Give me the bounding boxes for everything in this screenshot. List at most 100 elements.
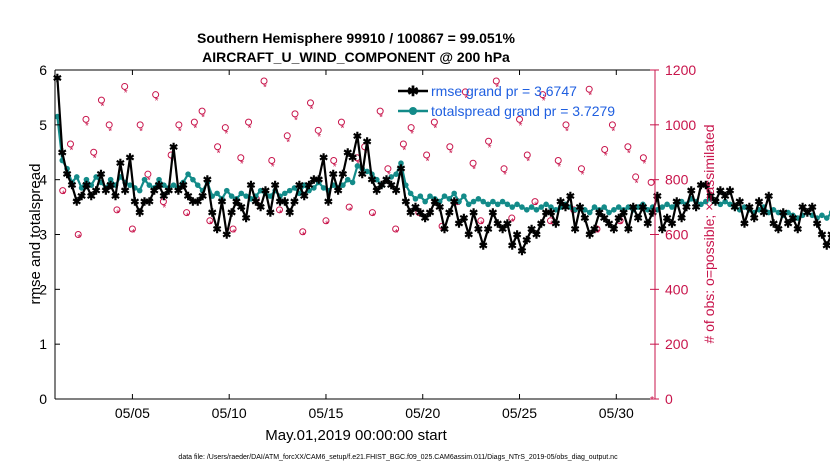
obs-possible-point [601, 146, 609, 154]
rmse-point: ✱ [227, 208, 236, 220]
rmse-point: ✱ [130, 197, 139, 209]
rmse-point: ✱ [169, 142, 178, 154]
totalspread-point [615, 204, 622, 210]
rmse-point: ✱ [459, 213, 468, 225]
obs-assimilated-point: * [279, 209, 283, 220]
totalspread-point [349, 179, 356, 186]
rmse-point: ✱ [377, 180, 386, 192]
obs-possible-point [492, 77, 500, 85]
obs-possible-point [500, 165, 508, 173]
obs-assimilated-point: * [178, 126, 182, 137]
obs-possible-point [152, 91, 160, 99]
obs-assimilated-point: * [472, 165, 476, 176]
obs-assimilated-point: * [503, 170, 507, 181]
y-tick-label: 6 [39, 62, 47, 78]
totalspread-point [93, 174, 99, 180]
rmse-point: ✱ [295, 180, 304, 192]
totalspread-point [644, 207, 651, 213]
obs-assimilated-point: * [611, 126, 615, 137]
rmse-point: ✱ [222, 230, 231, 242]
rmse-point: ✱ [125, 153, 134, 165]
obs-assimilated-point: * [549, 220, 553, 231]
rmse-point: ✱ [416, 208, 425, 220]
rmse-point: ✱ [275, 197, 284, 209]
totalspread-point [185, 171, 191, 177]
x-axis-ticks: 05/05 05/10 05/15 05/20 05/25 05/30 [115, 70, 634, 421]
rmse-point: ✱ [435, 202, 444, 214]
rmse-point: ✱ [769, 219, 778, 231]
obs-possible-point [376, 107, 384, 115]
totalspread-point [717, 201, 724, 208]
obs-possible-point [229, 225, 237, 233]
totalspread-point [819, 212, 825, 219]
obs-possible-point [299, 228, 307, 236]
obs-assimilated-point: * [85, 121, 89, 132]
totalspread-point [194, 182, 201, 188]
obs-possible-point [516, 115, 524, 123]
totalspread-point [635, 204, 641, 210]
rmse-point: ✱ [372, 186, 381, 198]
x-axis-label: May.01,2019 00:00:00 start [265, 427, 447, 444]
totalspread-point [698, 201, 704, 208]
rmse-point: ✱ [754, 197, 763, 209]
rmse-point: ✱ [701, 180, 710, 192]
rmse-point: ✱ [614, 213, 623, 225]
rmse-point: ✱ [503, 219, 512, 231]
obs-assimilated-point: * [340, 124, 344, 135]
rmse-point: ✱ [198, 191, 207, 203]
totalspread-point [436, 198, 443, 205]
obs-assimilated-point: * [457, 200, 461, 211]
obs-possible-point [485, 137, 493, 145]
rmse-point: ✱ [508, 240, 517, 252]
totalspread-point [320, 185, 327, 191]
totalspread-point [146, 182, 153, 188]
data-file-footnote: data file: /Users/raeder/DAI/ATM_forcXX/… [178, 454, 618, 461]
y2-axis-label: # of obs: o=possible; ×=assimilated [701, 124, 717, 343]
totalspread-point [461, 193, 467, 199]
obs-assimilated-point: * [441, 225, 445, 236]
totalspread-point [282, 190, 288, 197]
rmse-point: ✱ [343, 147, 352, 159]
totalspread-point [456, 198, 462, 205]
totalspread-point [499, 198, 506, 205]
rmse-point: ✱ [721, 191, 730, 203]
rmse-point: ✱ [445, 208, 454, 220]
rmse-point: ✱ [532, 230, 541, 242]
rmse-point: ✱ [774, 224, 783, 236]
rmse-point: ✱ [425, 208, 434, 220]
obs-assimilated-point: * [642, 159, 646, 170]
rmse-point: ✱ [648, 208, 657, 220]
y-tick-label: 5 [39, 117, 47, 133]
obs-possible-point [190, 118, 198, 126]
obs-assimilated-point: * [232, 228, 236, 239]
rmse-point: ✱ [333, 186, 342, 198]
x-tick-label: 05/30 [599, 405, 634, 421]
totalspread-point [470, 198, 477, 205]
obs-assimilated-point: * [108, 126, 112, 137]
obs-possible-point [198, 107, 206, 115]
obs-possible-point [322, 217, 330, 225]
obs-possible-point [291, 110, 299, 118]
y2-tick-label: 0 [665, 391, 673, 407]
obs-possible-point [260, 77, 268, 85]
totalspread-point [528, 204, 535, 210]
rmse-point: ✱ [421, 213, 430, 225]
left-axis-ticks: 0 1 2 3 4 5 6 [39, 62, 655, 407]
rmse-point: ✱ [183, 191, 192, 203]
rmse-point: ✱ [101, 186, 110, 198]
totalspread-point [170, 182, 177, 188]
totalspread-point [533, 207, 540, 213]
obs-possible-point [585, 85, 593, 93]
totalspread-point [441, 193, 448, 199]
rmse-point: ✱ [300, 191, 309, 203]
totalspread-point [509, 204, 516, 210]
totalspread-point [228, 193, 235, 199]
obs-assimilated-point: * [565, 126, 569, 137]
obs-assimilated-point: * [573, 209, 577, 220]
rmse-point: ✱ [556, 197, 565, 209]
x-tick-label: 05/15 [308, 405, 343, 421]
obs-assimilated-point: * [77, 233, 81, 244]
obs-assimilated-point: * [325, 220, 329, 231]
obs-assimilated-point: * [526, 156, 530, 167]
